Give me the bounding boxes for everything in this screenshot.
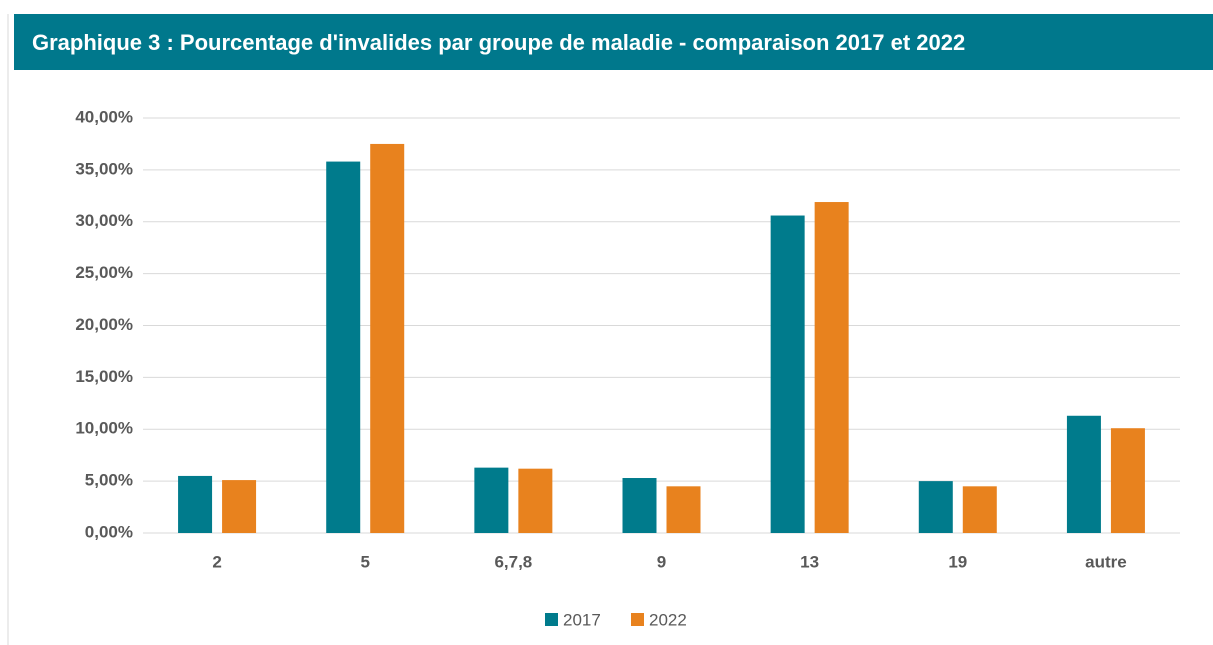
- x-tick-label: 9: [657, 552, 666, 571]
- y-tick-label: 20,00%: [75, 315, 133, 334]
- y-tick-label: 25,00%: [75, 263, 133, 282]
- bar: [918, 481, 953, 533]
- bar: [1066, 415, 1101, 533]
- y-tick-label: 30,00%: [75, 211, 133, 230]
- x-tick-label: 19: [948, 552, 967, 571]
- y-tick-label: 10,00%: [75, 419, 133, 438]
- y-tick-label: 5,00%: [85, 471, 133, 490]
- y-tick-label: 0,00%: [85, 522, 133, 541]
- bar: [518, 468, 553, 533]
- y-tick-label: 40,00%: [75, 107, 133, 126]
- bar: [1110, 428, 1145, 533]
- bar: [666, 486, 701, 533]
- x-tick-label: 5: [360, 552, 369, 571]
- bar: [962, 486, 997, 533]
- x-tick-label: 6,7,8: [494, 552, 532, 571]
- bar: [370, 143, 405, 533]
- x-tick-label: 13: [800, 552, 819, 571]
- bar: [474, 467, 509, 533]
- x-tick-label: autre: [1085, 552, 1127, 571]
- legend-label: 2017: [563, 610, 601, 629]
- legend-label: 2022: [649, 610, 687, 629]
- bar: [814, 202, 849, 533]
- bar: [622, 478, 657, 533]
- x-tick-label: 2: [212, 552, 221, 571]
- y-tick-label: 35,00%: [75, 159, 133, 178]
- bar: [770, 215, 805, 533]
- bar: [326, 161, 361, 533]
- bar: [178, 475, 213, 533]
- legend-swatch: [545, 613, 558, 626]
- chart-title: Graphique 3 : Pourcentage d'invalides pa…: [32, 30, 965, 55]
- y-tick-label: 15,00%: [75, 367, 133, 386]
- title-bar: [14, 14, 1213, 70]
- bar: [222, 480, 257, 533]
- legend-swatch: [631, 613, 644, 626]
